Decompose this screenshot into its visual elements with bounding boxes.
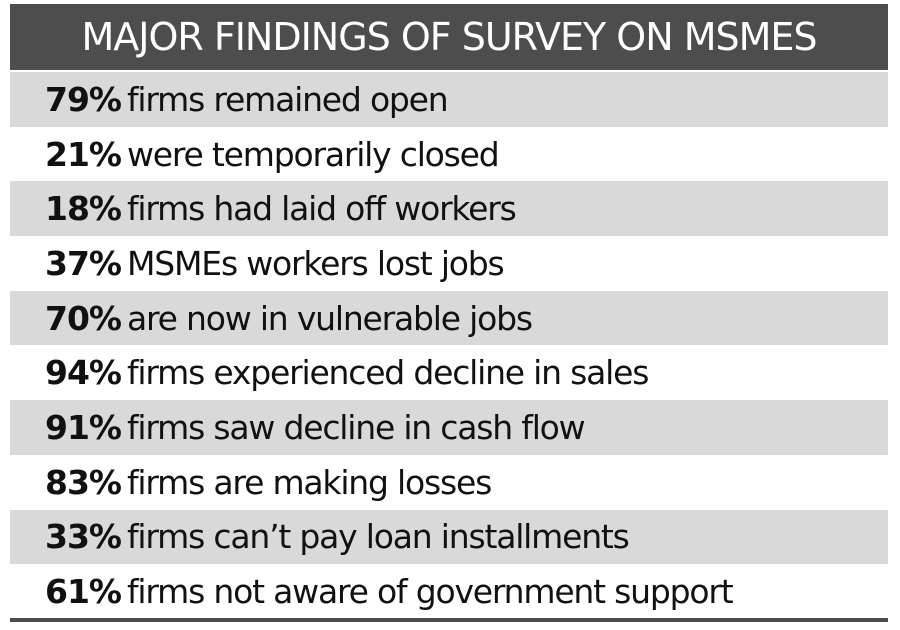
finding-percent: 37% <box>45 243 122 283</box>
finding-row: 83% firms are making losses <box>10 454 888 510</box>
finding-percent: 33% <box>45 517 122 557</box>
finding-text: firms had laid off workers <box>127 189 517 229</box>
finding-percent: 70% <box>45 298 122 338</box>
finding-percent: 79% <box>45 79 122 119</box>
title: MAJOR FINDINGS OF SURVEY ON MSMES <box>81 15 817 59</box>
finding-text: MSMEs workers lost jobs <box>127 243 505 283</box>
finding-text: firms not aware of government support <box>127 572 734 612</box>
finding-percent: 21% <box>45 134 122 174</box>
finding-row: 37% MSMEs workers lost jobs <box>10 236 888 291</box>
finding-text: firms remained open <box>127 79 449 119</box>
finding-row: 18% firms had laid off workers <box>10 181 888 237</box>
finding-row: 21% were temporarily closed <box>10 126 888 182</box>
finding-percent: 83% <box>45 462 122 502</box>
finding-text: were temporarily closed <box>127 134 500 174</box>
finding-row: 94% firms experienced decline in sales <box>10 345 888 401</box>
finding-text: firms are making losses <box>127 462 492 502</box>
finding-percent: 61% <box>45 572 122 612</box>
finding-text: firms experienced decline in sales <box>127 353 649 393</box>
finding-text: are now in vulnerable jobs <box>127 298 533 338</box>
finding-percent: 91% <box>45 408 122 448</box>
finding-percent: 94% <box>45 353 122 393</box>
finding-row: 33% firms can’t pay loan installments <box>10 509 888 565</box>
finding-text: firms can’t pay loan installments <box>127 517 630 557</box>
title-bar: MAJOR FINDINGS OF SURVEY ON MSMES <box>10 4 888 70</box>
finding-text: firms saw decline in cash flow <box>127 408 586 448</box>
bottom-rule <box>10 618 888 622</box>
finding-percent: 18% <box>45 189 122 229</box>
findings-list: 79% firms remained open 21% were tempora… <box>10 72 888 619</box>
finding-row: 61% firms not aware of government suppor… <box>10 564 888 619</box>
finding-row: 70% are now in vulnerable jobs <box>10 290 888 346</box>
finding-row: 79% firms remained open <box>10 72 888 127</box>
finding-row: 91% firms saw decline in cash flow <box>10 400 888 455</box>
